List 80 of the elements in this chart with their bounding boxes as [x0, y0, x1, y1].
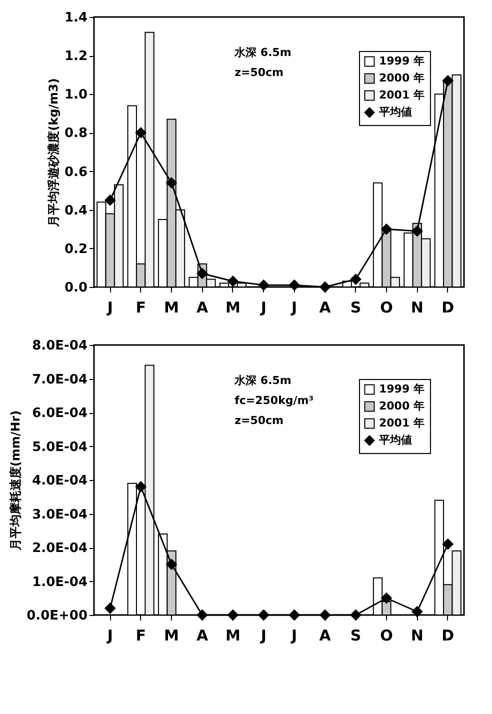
point — [135, 127, 147, 138]
point — [319, 609, 331, 621]
y-tick-label: 0.2 — [64, 242, 88, 257]
legend-label: 1999 年 — [379, 382, 424, 396]
y-tick-label: 1.2 — [64, 49, 88, 64]
x-tick-label: J — [260, 298, 266, 316]
y-tick-label: 0.0E+00 — [26, 608, 88, 624]
point — [196, 268, 208, 280]
x-tick-label: J — [290, 626, 298, 644]
x-tick-label: A — [319, 298, 332, 316]
annotation: z=50cm — [234, 414, 284, 427]
x-tick-label: M — [225, 298, 240, 316]
x-tick-label: F — [136, 626, 146, 644]
x-tick-label: S — [350, 626, 362, 644]
x-tick-label: A — [196, 626, 208, 644]
point — [104, 194, 116, 206]
point — [288, 609, 300, 621]
y-axis-title: 月平均浮遊砂濃度(kg/m3) — [46, 78, 60, 228]
x-tick-label: O — [380, 298, 393, 316]
point — [350, 609, 362, 621]
point — [411, 606, 423, 618]
y-tick-label: 7.0E-04 — [32, 372, 88, 388]
point — [350, 274, 362, 285]
y-tick-label: 6.0E-04 — [32, 406, 88, 421]
point — [442, 538, 454, 550]
x-tick-label: M — [164, 626, 179, 644]
legend-label: 1999 年 — [379, 54, 424, 68]
annotation: z=50cm — [234, 66, 284, 79]
legend-label: 平均値 — [378, 434, 412, 446]
y-tick-label: 0.8 — [64, 126, 88, 142]
point — [319, 281, 331, 293]
point — [380, 223, 392, 235]
y-tick-label: 4.0E-04 — [32, 474, 88, 488]
point — [258, 609, 270, 621]
x-tick-label: M — [164, 298, 179, 316]
x-tick-label: O — [380, 626, 393, 644]
legend-label: 2001 年 — [379, 416, 424, 430]
y-tick-label: 1.0 — [64, 88, 88, 103]
legend-label: 2001 年 — [379, 88, 424, 102]
y-tick-label: 1.0E-04 — [32, 574, 88, 590]
point — [227, 276, 239, 287]
point — [166, 177, 178, 189]
x-tick-label: J — [260, 626, 266, 644]
y-tick-label: 0.4 — [64, 203, 88, 218]
annotation: fc=250kg/m³ — [234, 394, 314, 407]
point — [288, 279, 300, 291]
y-axis-title: 月平均摩耗速度(mm/Hr) — [8, 410, 23, 552]
point — [196, 609, 208, 621]
x-tick-label: J — [290, 298, 298, 316]
annotation: 水深 6.5m — [234, 374, 292, 387]
x-tick-label: N — [410, 626, 424, 644]
x-tick-label: J — [106, 626, 113, 644]
legend-label: 2000 年 — [379, 72, 424, 84]
point — [442, 74, 454, 86]
x-tick-label: D — [442, 626, 454, 644]
legend-label: 平均値 — [378, 106, 412, 118]
point — [135, 481, 147, 492]
point — [104, 602, 116, 614]
x-tick-label: A — [319, 626, 332, 644]
point — [411, 225, 423, 237]
y-tick-label: 1.4 — [64, 10, 88, 26]
x-tick-label: M — [225, 626, 240, 644]
x-tick-label: F — [136, 298, 146, 316]
point — [258, 279, 270, 291]
y-tick-label: 0.6 — [64, 164, 88, 180]
point — [227, 609, 239, 621]
x-tick-label: D — [442, 298, 454, 316]
annotation: 水深 6.5m — [234, 46, 292, 59]
y-tick-label: 3.0E-04 — [32, 507, 88, 522]
legend-label: 2000 年 — [379, 400, 424, 412]
y-tick-label: 0.0 — [64, 280, 88, 296]
x-tick-label: A — [196, 298, 208, 316]
y-tick-label: 5.0E-04 — [32, 440, 88, 455]
y-tick-label: 2.0E-04 — [32, 541, 88, 556]
point — [166, 558, 178, 570]
x-tick-label: N — [410, 298, 424, 316]
point — [380, 592, 392, 604]
x-tick-label: J — [106, 298, 113, 316]
y-tick-label: 8.0E-04 — [32, 338, 88, 354]
x-tick-label: S — [350, 298, 362, 316]
